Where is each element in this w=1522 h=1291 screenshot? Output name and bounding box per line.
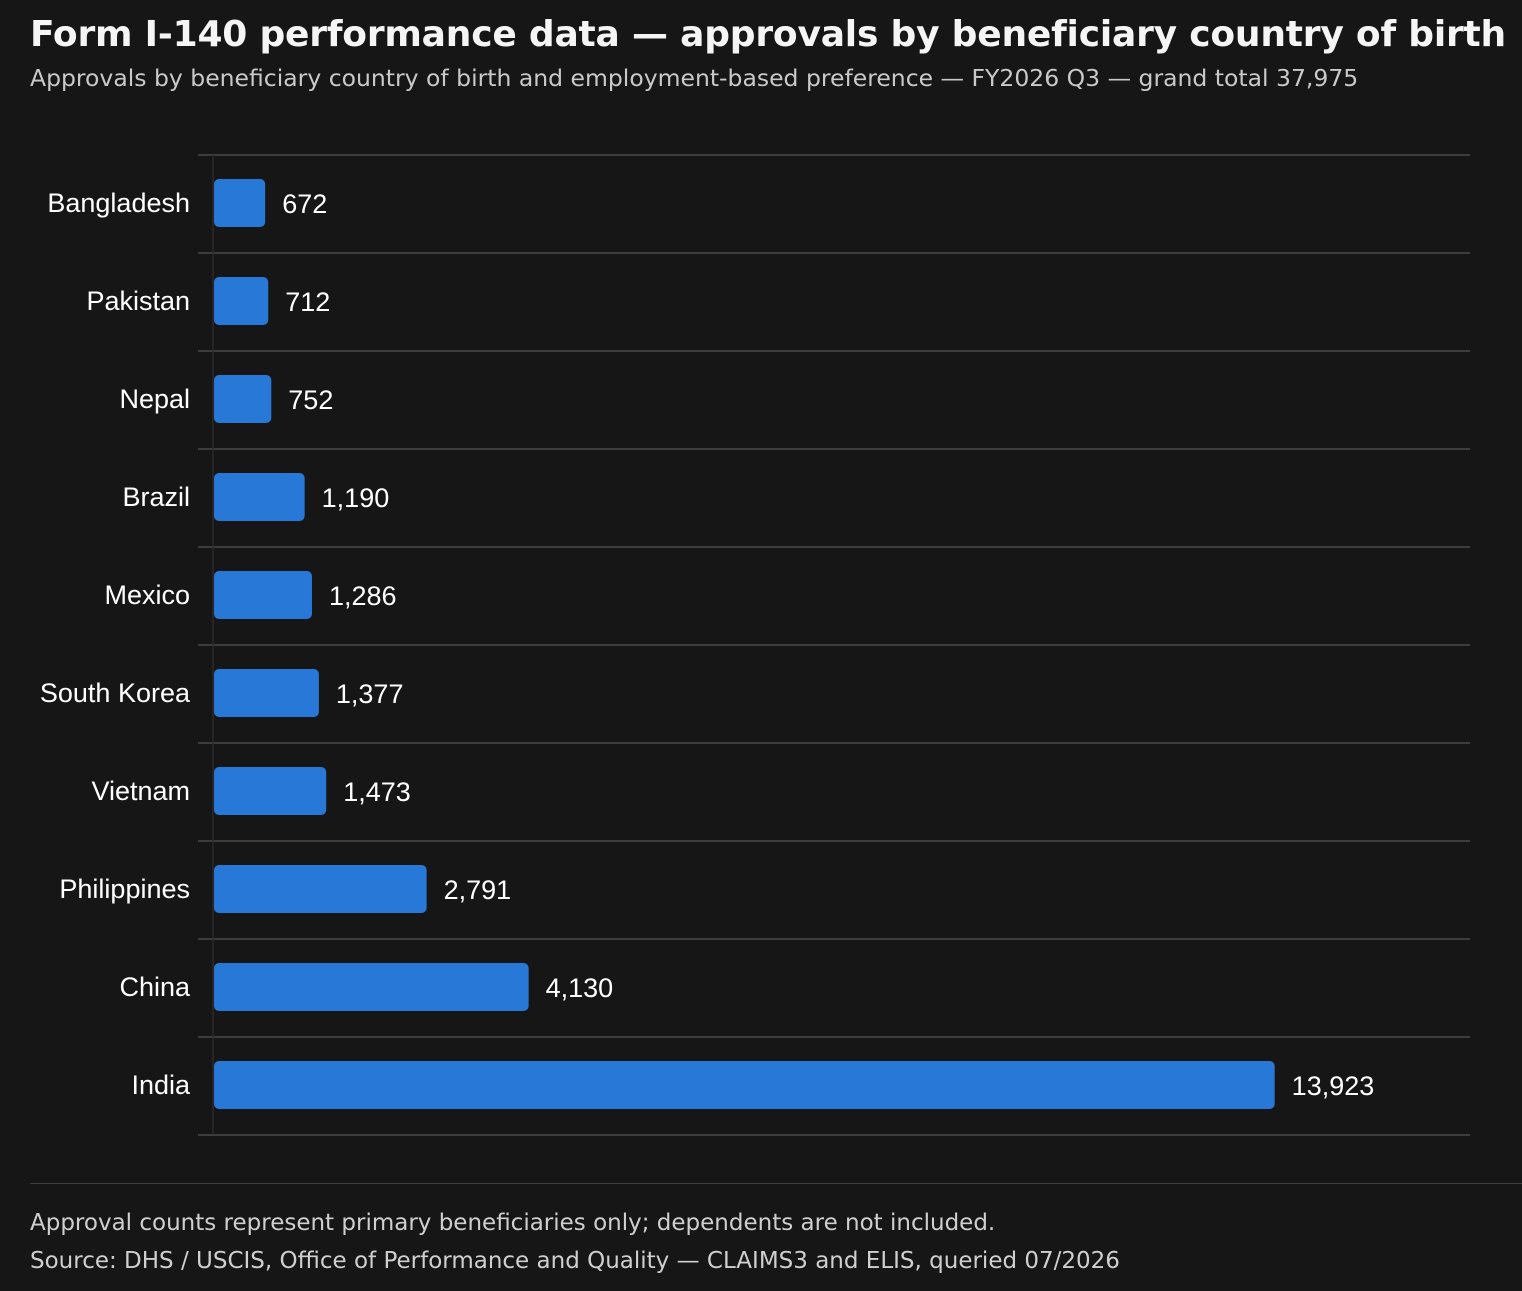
- bar-brazil: [214, 473, 305, 521]
- data-label: 13,923: [1292, 1071, 1375, 1101]
- bar-vietnam: [214, 767, 327, 815]
- category-label: Pakistan: [86, 286, 190, 316]
- chart-title: Form I-140 performance data — approvals …: [30, 14, 1506, 55]
- bar-nepal: [214, 375, 272, 423]
- bar-mexico: [214, 571, 312, 619]
- bar-bangladesh: [214, 179, 266, 227]
- bar-china: [214, 963, 529, 1011]
- bar-pakistan: [214, 277, 269, 325]
- bar-south-korea: [214, 669, 319, 717]
- category-label: China: [119, 972, 191, 1002]
- data-label: 752: [288, 385, 333, 415]
- data-label: 1,377: [336, 679, 404, 709]
- data-label: 672: [282, 189, 327, 219]
- bar-chart: Bangladesh 672 Pakistan 712 Nepal 752 Brazil 1,…: [40, 154, 1470, 1136]
- data-label: 2,791: [444, 875, 512, 905]
- category-label: Brazil: [122, 482, 190, 512]
- data-label: 4,130: [546, 973, 614, 1003]
- category-label: Mexico: [104, 580, 190, 610]
- chart-subtitle: Approvals by beneficiary country of birt…: [30, 64, 1359, 92]
- footer-divider: [30, 1183, 1522, 1184]
- category-label: Bangladesh: [47, 188, 190, 218]
- category-label: Nepal: [119, 384, 190, 414]
- data-label: 712: [285, 287, 330, 317]
- category-label: India: [131, 1070, 191, 1100]
- category-label: Vietnam: [91, 776, 190, 806]
- category-label: Philippines: [59, 874, 190, 904]
- data-label: 1,190: [322, 483, 390, 513]
- category-label: South Korea: [40, 678, 191, 708]
- bar-india: [214, 1061, 1275, 1109]
- data-label: 1,286: [329, 581, 397, 611]
- footnote-source: Source: DHS / USCIS, Office of Performan…: [30, 1248, 1120, 1274]
- bar-philippines: [214, 865, 427, 913]
- data-label: 1,473: [343, 777, 411, 807]
- footnote-note: Approval counts represent primary benefi…: [30, 1210, 996, 1236]
